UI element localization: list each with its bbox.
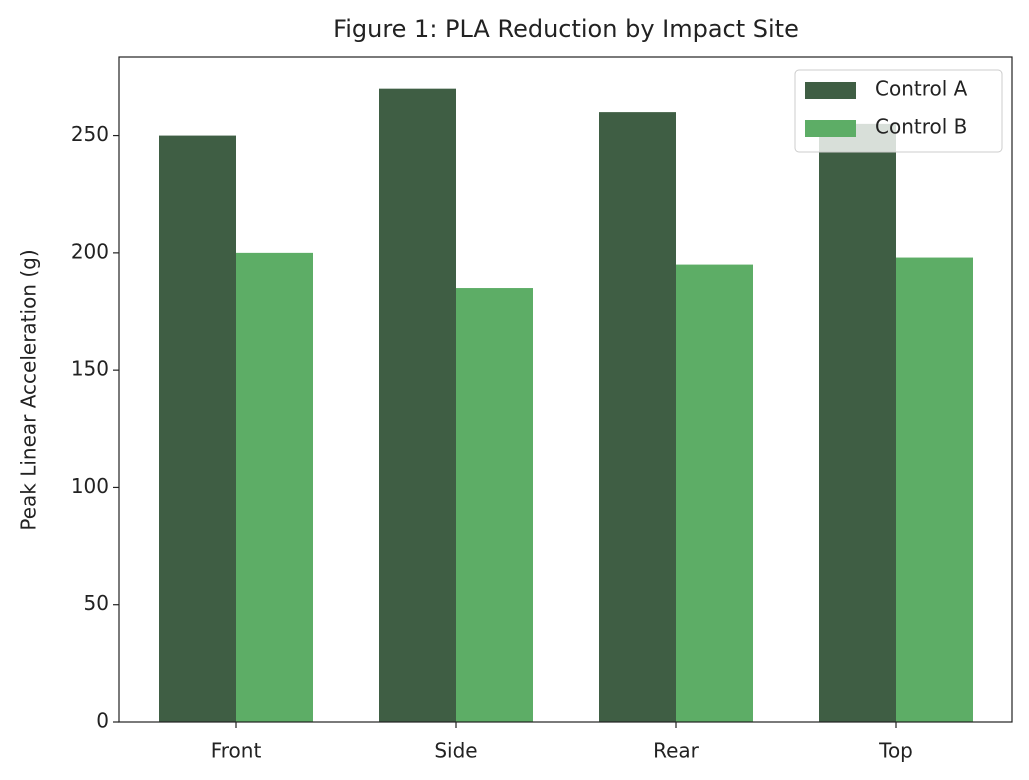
y-tick-label: 250 <box>71 122 109 146</box>
bar <box>599 112 676 722</box>
x-tick-label: Front <box>211 739 262 763</box>
y-tick-label: 100 <box>71 474 109 498</box>
bar <box>819 123 896 722</box>
bar <box>379 88 456 722</box>
bar <box>456 288 533 722</box>
bar <box>159 135 236 722</box>
legend-swatch <box>805 82 856 99</box>
legend-label: Control B <box>875 115 967 139</box>
y-tick-label: 50 <box>84 591 109 615</box>
bar <box>676 264 753 722</box>
y-tick-label: 200 <box>71 239 109 263</box>
legend-label: Control A <box>875 77 968 101</box>
y-tick-label: 150 <box>71 357 109 381</box>
legend-swatch <box>805 120 856 137</box>
y-tick-label: 0 <box>96 709 109 733</box>
bar <box>236 252 313 722</box>
chart-title: Figure 1: PLA Reduction by Impact Site <box>333 15 799 43</box>
y-axis-label: Peak Linear Acceleration (g) <box>17 249 41 530</box>
bar <box>896 257 973 722</box>
x-tick-label: Top <box>878 739 913 763</box>
x-tick-label: Rear <box>653 739 700 763</box>
x-tick-label: Side <box>434 739 477 763</box>
plot-frame <box>118 56 1013 723</box>
